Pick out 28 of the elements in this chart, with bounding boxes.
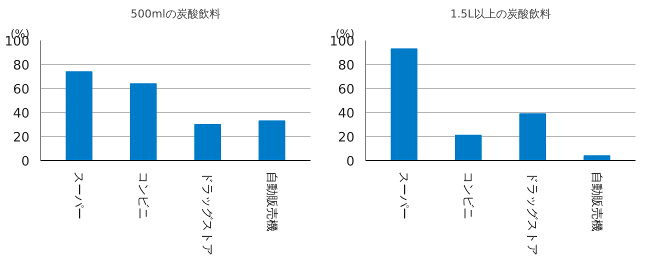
bar bbox=[390, 48, 418, 160]
y-tick-label: 20 bbox=[338, 130, 355, 146]
x-tick-label: ドラッグストア bbox=[200, 172, 215, 256]
y-tick-label: 0 bbox=[346, 154, 355, 170]
y-tick-label: 40 bbox=[338, 106, 355, 122]
bar bbox=[194, 124, 221, 160]
x-tick-label: 自動販売機 bbox=[264, 172, 279, 232]
bar bbox=[519, 113, 546, 160]
x-tick-label: スーパー bbox=[72, 172, 86, 220]
bar bbox=[130, 83, 157, 160]
y-tick-label: 60 bbox=[12, 82, 30, 98]
x-tick-label: 自動販売機 bbox=[590, 172, 604, 232]
y-tick-label: 60 bbox=[338, 82, 355, 98]
y-tick-label: 0 bbox=[21, 154, 30, 170]
y-tick-label: 20 bbox=[12, 130, 30, 146]
bar bbox=[66, 71, 92, 160]
bar bbox=[584, 155, 610, 160]
chart-title: 500mlの炭酸飲料 bbox=[130, 8, 220, 20]
y-tick-label: 80 bbox=[12, 58, 30, 74]
x-tick-label: コンビニ bbox=[136, 172, 150, 220]
bar bbox=[258, 120, 286, 160]
y-tick-label: 40 bbox=[12, 106, 30, 122]
x-tick-label: ドラッグストア bbox=[526, 172, 540, 256]
x-tick-label: スーパー bbox=[397, 172, 412, 220]
chart-title: 1.5L以上の炭酸飲料 bbox=[450, 8, 551, 20]
y-tick-label: 80 bbox=[338, 58, 355, 74]
x-tick-label: コンビニ bbox=[461, 172, 476, 220]
bar bbox=[455, 134, 482, 160]
